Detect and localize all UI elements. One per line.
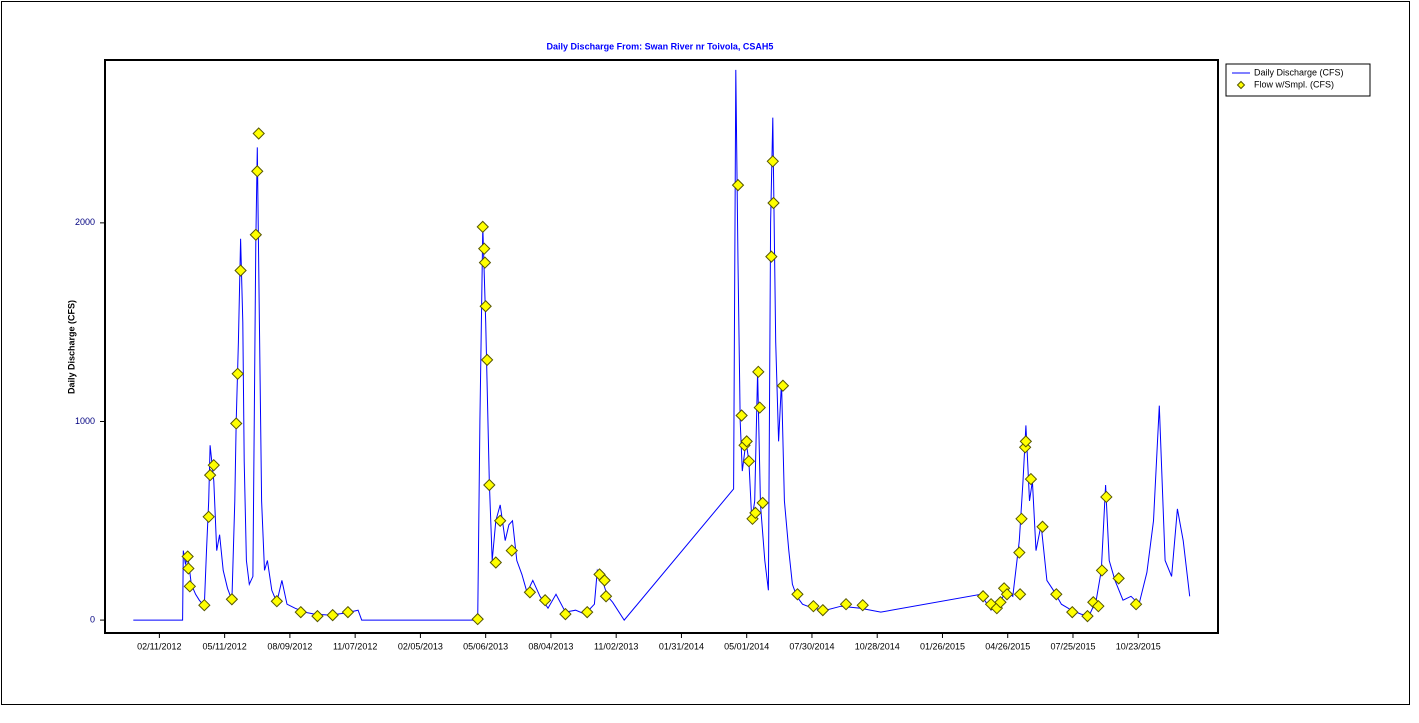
chart-title: Daily Discharge From: Swan River nr Toiv… (547, 41, 774, 51)
sample-marker (749, 506, 762, 520)
sample-marker (1095, 564, 1109, 577)
sample-marker (839, 597, 853, 611)
y-axis-label: Daily Discharge (CFS) (66, 300, 76, 394)
x-tick-label: 05/11/2012 (202, 641, 246, 651)
sample-marker (203, 468, 217, 482)
frame (1, 1, 1410, 705)
x-tick-label: 08/09/2012 (267, 641, 312, 651)
sample-marker (807, 599, 820, 613)
sample-marker (182, 562, 195, 575)
sample-marker (251, 165, 264, 178)
sample-marker (480, 353, 494, 367)
x-tick-label: 10/28/2014 (855, 641, 900, 651)
sample-marker (198, 598, 211, 612)
y-tick-label: 2000 (75, 217, 95, 227)
legend-swatch (1236, 80, 1246, 90)
sample-marker (493, 514, 507, 527)
sample-marker (234, 264, 247, 277)
x-tick-label: 02/05/2013 (398, 641, 443, 651)
sample-marker (483, 478, 496, 492)
sample-marker (202, 510, 215, 524)
legend-box (1225, 63, 1371, 97)
x-tick-label: 07/25/2015 (1050, 641, 1095, 651)
x-tick-label: 01/26/2015 (920, 641, 965, 651)
x-tick-label: 10/23/2015 (1116, 641, 1161, 651)
sample-marker (1013, 546, 1026, 559)
sample-marker (1112, 572, 1125, 585)
y-tick-label: 0 (90, 614, 95, 624)
sample-marker (1024, 472, 1038, 486)
sample-marker (1015, 512, 1028, 526)
sample-marker (231, 367, 244, 381)
sample-marker (341, 605, 355, 619)
sample-marker (742, 454, 756, 468)
sample-marker (523, 586, 537, 599)
sample-marker (1100, 490, 1113, 504)
sample-marker (505, 544, 518, 557)
sample-marker (326, 608, 339, 622)
sample-marker (207, 458, 220, 472)
x-tick-label: 05/01/2014 (724, 641, 769, 651)
sample-marker (479, 300, 492, 313)
sample-marker (776, 379, 790, 392)
sample-marker (731, 178, 745, 192)
sample-marker (270, 595, 284, 608)
sample-marker (856, 598, 869, 612)
x-tick-label: 11/07/2012 (333, 641, 377, 651)
sample-marker (766, 155, 780, 168)
sample-marker (735, 409, 748, 422)
sample-marker (753, 401, 766, 414)
sample-marker (580, 605, 594, 619)
x-tick-label: 01/31/2014 (659, 641, 704, 651)
sample-marker (1000, 588, 1014, 601)
sample-marker (1066, 605, 1079, 619)
plot-area (104, 59, 1219, 634)
sample-marker (478, 256, 492, 269)
sample-marker (1081, 609, 1094, 623)
sample-marker (767, 196, 780, 210)
sample-marker (1013, 588, 1027, 601)
sample-marker (1129, 597, 1143, 611)
legend-label: Daily Discharge (CFS) (1254, 67, 1344, 77)
sample-marker (1092, 599, 1105, 613)
x-tick-label: 11/02/2013 (594, 641, 638, 651)
sample-marker (976, 590, 990, 603)
sample-marker (478, 242, 491, 255)
sample-marker (994, 596, 1007, 609)
sample-marker (230, 417, 243, 430)
sample-marker (252, 127, 265, 140)
sample-marker (740, 435, 753, 448)
x-tick-label: 07/30/2014 (789, 641, 834, 651)
sample-marker (294, 605, 307, 619)
x-tick-label: 02/11/2012 (137, 641, 181, 651)
sample-marker (598, 574, 611, 587)
sample-marker (183, 580, 197, 593)
sample-marker (791, 588, 804, 601)
plot-marks (133, 69, 1191, 626)
x-tick-label: 08/04/2013 (528, 641, 573, 651)
sample-marker (489, 556, 503, 569)
sample-marker (249, 228, 263, 241)
sample-marker (471, 612, 484, 626)
sample-marker (538, 594, 552, 607)
sample-marker (311, 609, 324, 623)
sample-marker (476, 220, 489, 234)
sample-marker (816, 603, 830, 617)
sample-marker (752, 365, 765, 379)
y-tick-label: 1000 (75, 416, 95, 426)
sample-marker (181, 550, 194, 563)
legend-label: Flow w/Smpl. (CFS) (1254, 79, 1334, 89)
sample-marker (599, 590, 613, 603)
sample-marker (1050, 588, 1063, 601)
x-tick-label: 04/26/2015 (985, 641, 1030, 651)
sample-marker (559, 607, 572, 621)
x-tick-label: 05/06/2013 (463, 641, 508, 651)
sample-marker (756, 496, 769, 510)
sample-marker (1019, 435, 1033, 448)
sample-marker (765, 250, 778, 263)
sample-marker (1036, 520, 1049, 533)
sample-marker (225, 593, 239, 606)
